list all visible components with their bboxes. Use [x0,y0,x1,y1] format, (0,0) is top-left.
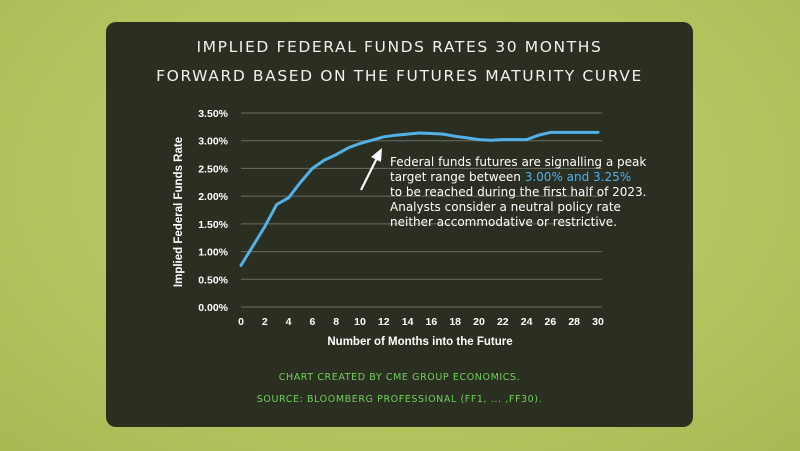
y-tick-label: 1.50% [198,219,228,231]
x-axis-title: Number of Months into the Future [327,336,512,348]
annotation-line-5: neither accommodative or restrictive. [390,215,617,229]
x-tick-label: 30 [592,316,604,328]
x-tick-label: 16 [426,316,438,328]
x-tick-label: 10 [354,316,366,328]
annotation-line-1: Federal funds futures are signalling a p… [390,155,646,169]
x-tick-label: 12 [378,316,390,328]
x-tick-label: 14 [402,316,414,328]
series-line [239,130,600,267]
x-tick-label: 20 [473,316,485,328]
x-tick-label: 0 [238,316,244,328]
y-axis-title: Implied Federal Funds Rate [173,137,185,287]
x-axis-ticks: 0 2 4 6 8 10 12 14 16 18 20 22 24 26 28 30 [238,316,604,328]
x-tick-label: 22 [497,316,509,328]
y-tick-label: 0.00% [198,302,228,314]
x-tick-label: 18 [449,316,461,328]
x-tick-label: 26 [545,316,557,328]
annotation-arrow [360,148,382,191]
x-tick-label: 4 [286,316,292,328]
y-axis-ticks: 0.00% 0.50% 1.00% 1.50% 2.00% 2.50% 3.00% 3.50% [198,108,228,314]
x-tick-label: 8 [333,316,339,328]
x-tick-label: 24 [521,316,533,328]
annotation-line-2: target range between 3.00% and 3.25% [390,170,631,184]
y-tick-label: 2.00% [198,191,228,203]
y-tick-label: 0.50% [198,274,228,286]
annotation-line-2-pre: target range between [390,170,525,184]
series-layer [239,130,600,267]
annotation-highlight: 3.00% and 3.25% [525,170,631,184]
y-tick-label: 1.00% [198,247,228,259]
y-tick-label: 2.50% [198,163,228,175]
x-tick-label: 6 [309,316,315,328]
y-tick-label: 3.00% [198,136,228,148]
line-chart: 0.00% 0.50% 1.00% 1.50% 2.00% 2.50% 3.00% 3.50%… [173,108,646,348]
x-tick-label: 2 [262,316,268,328]
chart-credit: CHART CREATED BY CME GROUP ECONOMICS. [278,372,521,383]
chart-title-line-1: IMPLIED FEDERAL FUNDS RATES 30 MONTHS [196,38,603,56]
grid-lines [241,112,602,308]
annotation-text: Federal funds futures are signalling a p… [390,155,646,229]
y-tick-label: 3.50% [198,108,228,120]
annotation-line-4: Analysts consider a neutral policy rate [390,200,621,214]
chart-card: IMPLIED FEDERAL FUNDS RATES 30 MONTHS FO… [106,22,693,427]
x-tick-label: 28 [568,316,580,328]
annotation-line-3: to be reached during the first half of 2… [390,185,646,199]
chart-title-line-2: FORWARD BASED ON THE FUTURES MATURITY CU… [156,67,643,85]
chart-source: SOURCE: BLOOMBERG PROFESSIONAL (FF1, ...… [256,394,543,405]
